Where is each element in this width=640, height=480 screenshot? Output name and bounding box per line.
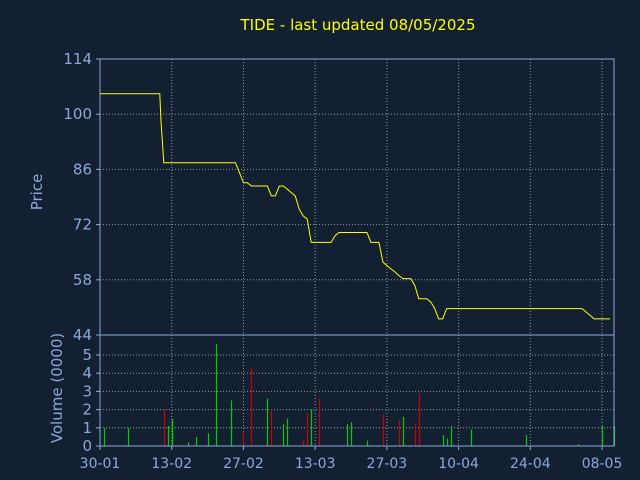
x-tick-label: 27-03 xyxy=(367,456,408,472)
x-tick-label: 13-03 xyxy=(295,456,336,472)
price-plot-frame xyxy=(99,58,615,336)
volume-tick-label: 0 xyxy=(82,437,92,455)
x-tick-label: 08-05 xyxy=(582,456,623,472)
price-tick-label: 44 xyxy=(73,326,92,344)
price-axis-label: Price xyxy=(28,174,46,211)
x-tick-label: 24-04 xyxy=(510,456,551,472)
volume-tick-label: 1 xyxy=(82,419,92,437)
x-tick-label: 30-01 xyxy=(80,456,121,472)
price-tick-label: 100 xyxy=(63,105,92,123)
volume-tick-label: 4 xyxy=(82,364,92,382)
price-tick-label: 114 xyxy=(63,50,92,68)
volume-tick-label: 5 xyxy=(82,346,92,364)
x-tick-label: 10-04 xyxy=(438,456,479,472)
chart-title: TIDE - last updated 08/05/2025 xyxy=(240,16,476,34)
price-series-line xyxy=(100,93,611,320)
price-tick-label: 86 xyxy=(73,160,92,178)
volume-plot-frame xyxy=(99,334,615,447)
volume-tick-label: 3 xyxy=(82,382,92,400)
volume-tick-label: 2 xyxy=(82,401,92,419)
volume-axis-label: Volume (0000) xyxy=(48,333,66,443)
x-tick-label: 27-02 xyxy=(223,456,264,472)
price-tick-label: 72 xyxy=(73,216,92,234)
x-tick-label: 13-02 xyxy=(151,456,192,472)
price-tick-label: 58 xyxy=(73,271,92,289)
